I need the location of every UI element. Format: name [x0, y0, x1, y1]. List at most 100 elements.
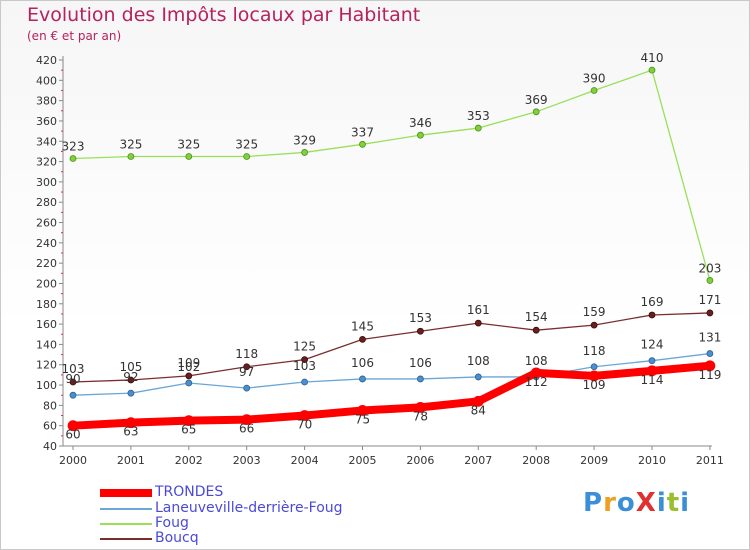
legend-label: Boucq	[155, 530, 199, 546]
legend-swatch	[100, 489, 152, 497]
data-label: 60	[65, 428, 80, 442]
x-tick-label: 2007	[464, 454, 492, 467]
data-point	[243, 363, 251, 371]
data-label: 119	[698, 368, 721, 382]
y-tick-label: 40	[43, 440, 57, 453]
data-point	[69, 155, 77, 162]
data-point	[357, 405, 368, 416]
data-point	[301, 149, 309, 156]
data-point	[474, 124, 482, 132]
data-label: 102	[177, 360, 200, 374]
y-tick-label: 420	[36, 54, 57, 67]
data-point	[243, 153, 251, 160]
data-point	[67, 420, 79, 432]
y-tick-label: 260	[36, 217, 57, 230]
data-label: 109	[177, 356, 200, 370]
y-tick-label: 200	[36, 277, 57, 290]
proxiti-logo: ProXiti	[583, 488, 690, 518]
data-label: 75	[355, 412, 370, 426]
data-label: 84	[471, 403, 486, 417]
y-tick-label: 400	[36, 74, 57, 87]
data-point	[241, 414, 253, 425]
data-label: 109	[583, 378, 606, 392]
y-tick-label: 220	[36, 257, 57, 270]
x-tick-label: 2006	[406, 454, 434, 467]
data-point	[588, 370, 600, 382]
chart-subtitle: (en € et par an)	[27, 29, 122, 43]
data-point	[359, 140, 366, 148]
x-tick-label: 2004	[291, 454, 319, 467]
data-point	[243, 384, 251, 392]
y-tick-label: 380	[36, 95, 57, 108]
data-point	[359, 335, 366, 343]
y-tick-label: 100	[36, 379, 57, 392]
y-tick-label: 360	[36, 115, 57, 128]
data-label: 103	[293, 359, 316, 373]
data-point	[185, 153, 193, 160]
logo-letter: i	[680, 488, 691, 518]
data-label: 78	[413, 409, 428, 423]
data-point	[590, 321, 598, 329]
data-point	[299, 410, 311, 421]
y-tick-label: 240	[36, 237, 57, 250]
data-label: 125	[293, 340, 316, 354]
legend-label: TRONDES	[155, 484, 224, 500]
data-label: 159	[583, 305, 606, 319]
legend-label: Laneuveville-derrière-Foug	[155, 500, 343, 516]
data-label: 97	[239, 365, 254, 379]
data-point	[590, 87, 598, 94]
x-tick-label: 2005	[349, 454, 377, 467]
data-point	[359, 375, 366, 383]
logo-letter: P	[583, 488, 604, 518]
data-label: 105	[119, 360, 142, 374]
data-label: 161	[467, 303, 490, 317]
y-tick-label: 280	[36, 196, 57, 209]
data-point	[127, 376, 135, 384]
data-label: 131	[698, 331, 721, 345]
data-label: 346	[409, 116, 432, 130]
series-line-1	[72, 352, 711, 396]
data-point	[127, 389, 135, 397]
data-label: 145	[351, 319, 374, 333]
legend-swatch	[100, 523, 152, 525]
data-point	[185, 379, 193, 387]
logo-letter: X	[635, 488, 657, 518]
x-tick-label: 2010	[638, 454, 666, 467]
data-point	[648, 357, 656, 365]
data-point	[125, 417, 137, 429]
y-tick-label: 300	[36, 176, 57, 189]
series-line-3	[72, 312, 711, 383]
data-label: 108	[525, 354, 548, 368]
data-label: 390	[583, 71, 606, 85]
y-tick-label: 320	[36, 156, 57, 169]
data-point	[69, 378, 77, 386]
data-label: 325	[119, 138, 142, 152]
data-point	[183, 415, 195, 427]
logo-letter: r	[603, 488, 617, 518]
data-label: 70	[297, 418, 312, 432]
data-label: 63	[123, 425, 138, 439]
legend-swatch	[100, 538, 152, 540]
y-tick-label: 80	[43, 399, 57, 412]
x-tick-label: 2011	[696, 454, 724, 467]
data-label: 154	[525, 310, 548, 324]
legend-swatch	[100, 508, 152, 510]
data-point	[532, 108, 540, 116]
data-point	[648, 66, 656, 74]
data-label: 106	[351, 356, 374, 370]
data-point	[648, 311, 656, 319]
data-point	[127, 153, 135, 160]
data-label: 169	[641, 295, 664, 309]
data-label: 329	[293, 133, 316, 147]
data-label: 65	[181, 423, 196, 437]
y-tick-label: 160	[36, 318, 57, 331]
data-label: 112	[525, 375, 548, 389]
data-point	[474, 373, 482, 381]
y-tick-label: 140	[36, 338, 57, 351]
data-point	[706, 277, 714, 284]
legend-label: Foug	[155, 515, 189, 531]
data-label: 106	[409, 356, 432, 370]
data-label: 92	[123, 370, 138, 384]
